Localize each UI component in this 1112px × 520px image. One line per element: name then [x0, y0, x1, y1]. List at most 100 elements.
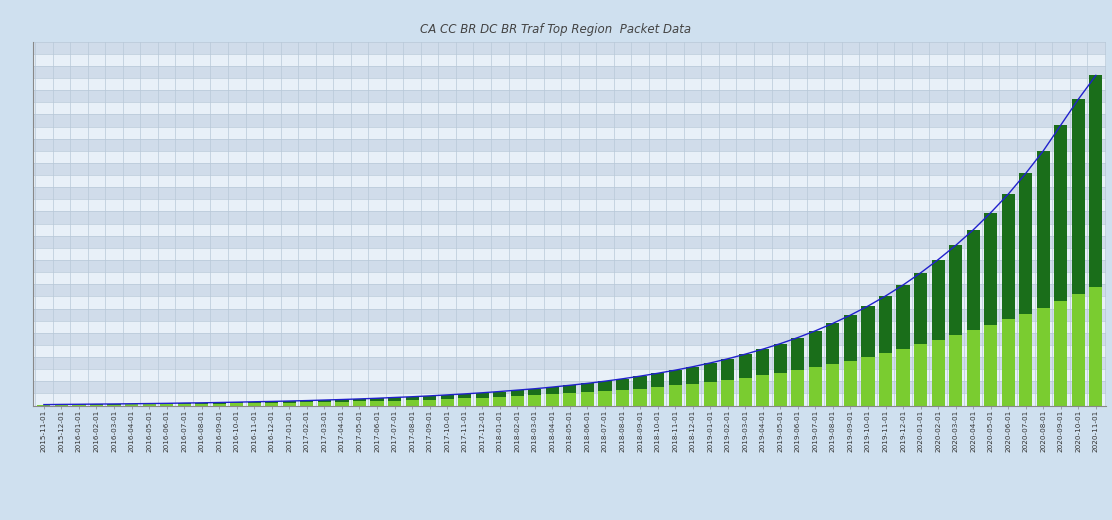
- Bar: [932, 340, 945, 406]
- Bar: [651, 387, 664, 406]
- Bar: [862, 357, 874, 406]
- Bar: [353, 399, 366, 401]
- Bar: [738, 354, 752, 378]
- Bar: [686, 367, 699, 384]
- Bar: [564, 385, 576, 394]
- Bar: [33, 78, 1106, 90]
- Bar: [33, 284, 1106, 296]
- Bar: [1072, 99, 1085, 294]
- Bar: [826, 364, 840, 406]
- Bar: [406, 400, 419, 406]
- Bar: [266, 403, 278, 406]
- Bar: [792, 370, 804, 406]
- Bar: [406, 397, 419, 400]
- Bar: [336, 402, 348, 406]
- Bar: [33, 66, 1106, 78]
- Bar: [808, 331, 822, 367]
- Bar: [33, 248, 1106, 260]
- Bar: [33, 199, 1106, 212]
- Bar: [248, 403, 261, 406]
- Bar: [33, 224, 1106, 236]
- Bar: [90, 404, 103, 405]
- Bar: [90, 405, 103, 406]
- Bar: [212, 404, 226, 406]
- Bar: [528, 389, 542, 395]
- Bar: [494, 392, 506, 397]
- Bar: [966, 230, 980, 330]
- Bar: [212, 402, 226, 404]
- Bar: [932, 259, 945, 340]
- Bar: [476, 393, 489, 398]
- Bar: [1054, 125, 1068, 301]
- Bar: [33, 102, 1106, 114]
- Bar: [33, 175, 1106, 187]
- Bar: [33, 54, 1106, 66]
- Bar: [318, 402, 331, 406]
- Bar: [54, 405, 68, 406]
- Bar: [423, 396, 436, 399]
- Bar: [546, 387, 559, 394]
- Bar: [178, 403, 191, 404]
- Bar: [300, 402, 314, 406]
- Bar: [33, 187, 1106, 199]
- Bar: [616, 390, 629, 406]
- Bar: [108, 404, 120, 405]
- Bar: [878, 353, 892, 406]
- Bar: [33, 308, 1106, 321]
- Bar: [704, 382, 717, 406]
- Bar: [1072, 294, 1085, 406]
- Bar: [686, 384, 699, 406]
- Bar: [634, 376, 646, 388]
- Bar: [33, 321, 1106, 333]
- Bar: [33, 139, 1106, 151]
- Bar: [704, 363, 717, 382]
- Bar: [949, 245, 962, 335]
- Bar: [388, 400, 401, 406]
- Bar: [808, 367, 822, 406]
- Bar: [914, 273, 927, 344]
- Bar: [266, 401, 278, 403]
- Bar: [195, 404, 208, 406]
- Bar: [33, 236, 1106, 248]
- Bar: [546, 394, 559, 406]
- Bar: [72, 405, 86, 406]
- Bar: [230, 402, 244, 404]
- Bar: [336, 399, 348, 402]
- Bar: [282, 401, 296, 402]
- Bar: [721, 359, 734, 380]
- Bar: [756, 349, 770, 375]
- Bar: [756, 375, 770, 406]
- Bar: [774, 344, 787, 373]
- Bar: [914, 344, 927, 406]
- Bar: [33, 114, 1106, 126]
- Bar: [33, 394, 1106, 406]
- Bar: [896, 349, 910, 406]
- Bar: [423, 399, 436, 406]
- Bar: [738, 378, 752, 406]
- Bar: [142, 404, 156, 406]
- Bar: [458, 398, 471, 406]
- Bar: [160, 404, 173, 406]
- Bar: [178, 404, 191, 406]
- Bar: [651, 373, 664, 387]
- Bar: [1036, 151, 1050, 308]
- Bar: [1002, 194, 1015, 319]
- Bar: [125, 404, 138, 405]
- Bar: [33, 260, 1106, 272]
- Bar: [33, 345, 1106, 357]
- Bar: [984, 324, 997, 406]
- Bar: [1090, 287, 1102, 406]
- Bar: [388, 397, 401, 400]
- Bar: [195, 403, 208, 404]
- Bar: [564, 394, 576, 406]
- Bar: [774, 373, 787, 406]
- Bar: [33, 369, 1106, 381]
- Bar: [528, 395, 542, 406]
- Bar: [370, 401, 384, 406]
- Bar: [1020, 173, 1032, 314]
- Bar: [33, 163, 1106, 175]
- Bar: [440, 399, 454, 406]
- Text: CA CC BR DC BR Traf Top Region  Packet Data: CA CC BR DC BR Traf Top Region Packet Da…: [420, 23, 692, 36]
- Bar: [949, 335, 962, 406]
- Bar: [844, 360, 857, 406]
